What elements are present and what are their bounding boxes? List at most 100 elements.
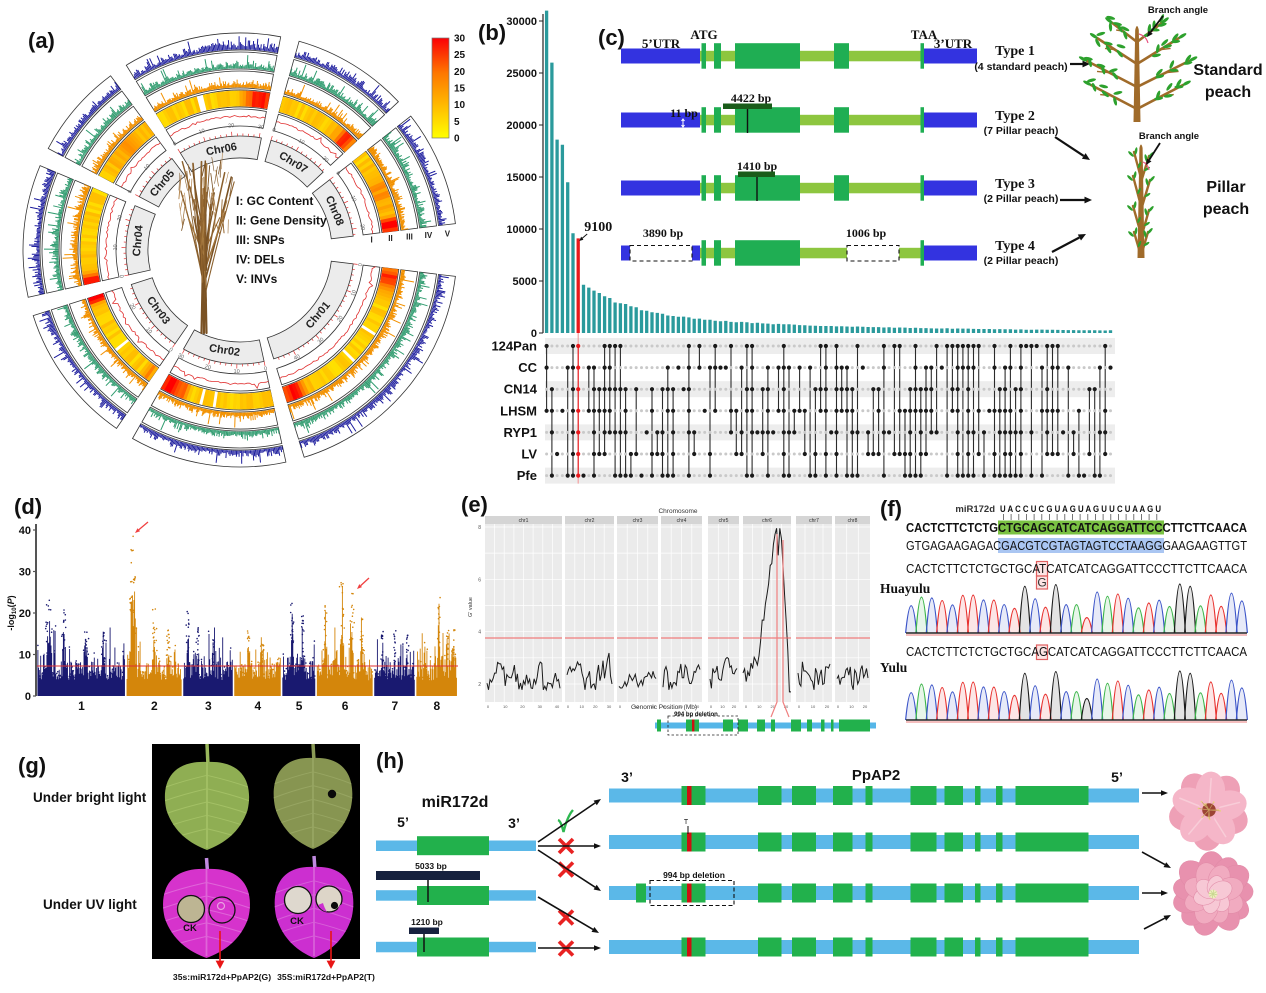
svg-text:11 bp: 11 bp: [670, 106, 698, 120]
svg-text:IV: DELs: IV: DELs: [236, 253, 285, 267]
svg-text:994 bp deletion: 994 bp deletion: [663, 870, 725, 880]
svg-text:I: GC Content: I: GC Content: [236, 194, 313, 208]
svg-text:3’UTR: 3’UTR: [934, 36, 973, 51]
svg-text:Pillar: Pillar: [1206, 179, 1245, 196]
svg-text:Branch angle: Branch angle: [1139, 131, 1199, 142]
svg-text:0: 0: [745, 704, 748, 709]
svg-text:chr1: chr1: [519, 518, 529, 524]
svg-text:0: 0: [264, 366, 268, 373]
svg-text:3’: 3’: [621, 769, 633, 785]
svg-text:20: 20: [695, 704, 700, 709]
svg-text:0: 0: [334, 170, 341, 176]
svg-text:Chromosome: Chromosome: [658, 508, 697, 515]
svg-text:LV: LV: [521, 447, 537, 462]
svg-text:20: 20: [19, 608, 31, 620]
svg-text:0: 0: [663, 704, 666, 709]
svg-text:30: 30: [784, 704, 789, 709]
svg-text:Standard: Standard: [1193, 62, 1262, 79]
svg-text:8: 8: [478, 525, 481, 531]
svg-text:30: 30: [177, 353, 185, 361]
svg-text:RYP1: RYP1: [504, 425, 537, 440]
svg-text:-log10(P): -log10(P): [6, 595, 18, 630]
svg-text:Type 4: Type 4: [995, 239, 1035, 254]
svg-text:miR172d: miR172d: [955, 504, 995, 515]
svg-text:1006 bp: 1006 bp: [846, 226, 887, 240]
svg-text:0: 0: [271, 127, 276, 134]
svg-text:Genomic Position (Mb): Genomic Position (Mb): [631, 704, 697, 711]
svg-text:4: 4: [478, 630, 481, 636]
svg-text:20: 20: [117, 214, 124, 221]
svg-text:(4 standard peach): (4 standard peach): [974, 61, 1067, 73]
svg-text:40: 40: [293, 354, 301, 362]
svg-text:0: 0: [127, 189, 134, 195]
svg-text:1: 1: [78, 699, 85, 713]
svg-text:V: V: [445, 230, 451, 239]
svg-text:35s:miR172d+PpAP2(G): 35s:miR172d+PpAP2(G): [173, 972, 271, 982]
svg-text:miR172d: miR172d: [422, 794, 489, 811]
svg-text:II: II: [388, 234, 392, 243]
svg-text:Chr06: Chr06: [205, 141, 238, 158]
svg-text:0: 0: [837, 704, 840, 709]
svg-text:10: 10: [579, 704, 584, 709]
svg-text:10: 10: [454, 100, 466, 111]
svg-text:(a): (a): [28, 28, 55, 53]
svg-text:Yulu: Yulu: [880, 660, 908, 675]
svg-text:10: 10: [634, 704, 639, 709]
svg-text:G: G: [1037, 576, 1046, 590]
svg-text:V: INVs: V: INVs: [236, 272, 278, 286]
svg-text:0: 0: [172, 141, 178, 148]
svg-text:10: 10: [811, 704, 816, 709]
svg-text:5000: 5000: [513, 276, 537, 288]
svg-text:Type 1: Type 1: [995, 44, 1035, 59]
svg-text:0: 0: [454, 134, 460, 145]
svg-text:6: 6: [478, 577, 481, 583]
svg-text:LHSM: LHSM: [500, 403, 537, 418]
svg-text:10: 10: [678, 704, 683, 709]
svg-text:(g): (g): [18, 753, 46, 778]
svg-text:chr7: chr7: [809, 518, 819, 524]
svg-text:CC: CC: [518, 360, 537, 375]
svg-text:Under UV light: Under UV light: [43, 897, 137, 912]
svg-text:Pfe: Pfe: [517, 468, 537, 483]
svg-text:10: 10: [849, 704, 854, 709]
svg-text:CN14: CN14: [504, 382, 538, 397]
svg-text:20: 20: [732, 704, 737, 709]
svg-text:10: 10: [144, 327, 153, 336]
svg-text:1410 bp: 1410 bp: [737, 159, 778, 173]
svg-text:0: 0: [619, 704, 622, 709]
svg-text:10000: 10000: [506, 224, 537, 236]
svg-text:9100: 9100: [584, 220, 612, 235]
svg-text:(f): (f): [880, 496, 902, 521]
svg-text:0: 0: [798, 704, 801, 709]
svg-text:(2 Pillar peach): (2 Pillar peach): [984, 255, 1059, 267]
svg-text:(d): (d): [14, 494, 42, 519]
svg-text:30: 30: [257, 124, 264, 131]
svg-text:30: 30: [607, 704, 612, 709]
svg-text:GTGAGAAGAGACGACGTCGTAGTAGTCCTA: GTGAGAAGAGACGACGTCGTAGTAGTCCTAAGGGAAGAAG…: [906, 538, 1247, 553]
svg-text:3’: 3’: [508, 815, 520, 831]
svg-text:20: 20: [825, 704, 830, 709]
svg-text:10: 10: [233, 369, 239, 375]
svg-text:chr4: chr4: [677, 518, 687, 524]
svg-text:chr3: chr3: [633, 518, 643, 524]
svg-text:Branch angle: Branch angle: [1148, 5, 1208, 16]
svg-text:20: 20: [321, 155, 330, 164]
svg-text:30: 30: [538, 704, 543, 709]
svg-text:1210 bp: 1210 bp: [411, 917, 443, 927]
svg-text:2: 2: [151, 699, 158, 713]
svg-text:40: 40: [19, 525, 31, 537]
svg-text:0: 0: [567, 704, 570, 709]
svg-text:(7 Pillar peach): (7 Pillar peach): [984, 125, 1059, 137]
svg-text:10: 10: [349, 195, 357, 203]
svg-text:20: 20: [336, 315, 344, 323]
svg-text:CK: CK: [290, 916, 304, 927]
svg-text:20: 20: [651, 704, 656, 709]
svg-text:0: 0: [358, 263, 364, 267]
svg-text:5: 5: [296, 699, 303, 713]
svg-text:Type 3: Type 3: [995, 177, 1035, 192]
svg-text:4: 4: [254, 699, 261, 713]
svg-text:Chr02: Chr02: [208, 342, 241, 359]
svg-text:(b): (b): [478, 20, 506, 45]
svg-text:(e): (e): [461, 492, 488, 517]
svg-text:CACTCTTCTCTGCTGCAGCATCATCAGGAT: CACTCTTCTCTGCTGCAGCATCATCAGGATTCCCTTCTTC…: [906, 644, 1247, 659]
